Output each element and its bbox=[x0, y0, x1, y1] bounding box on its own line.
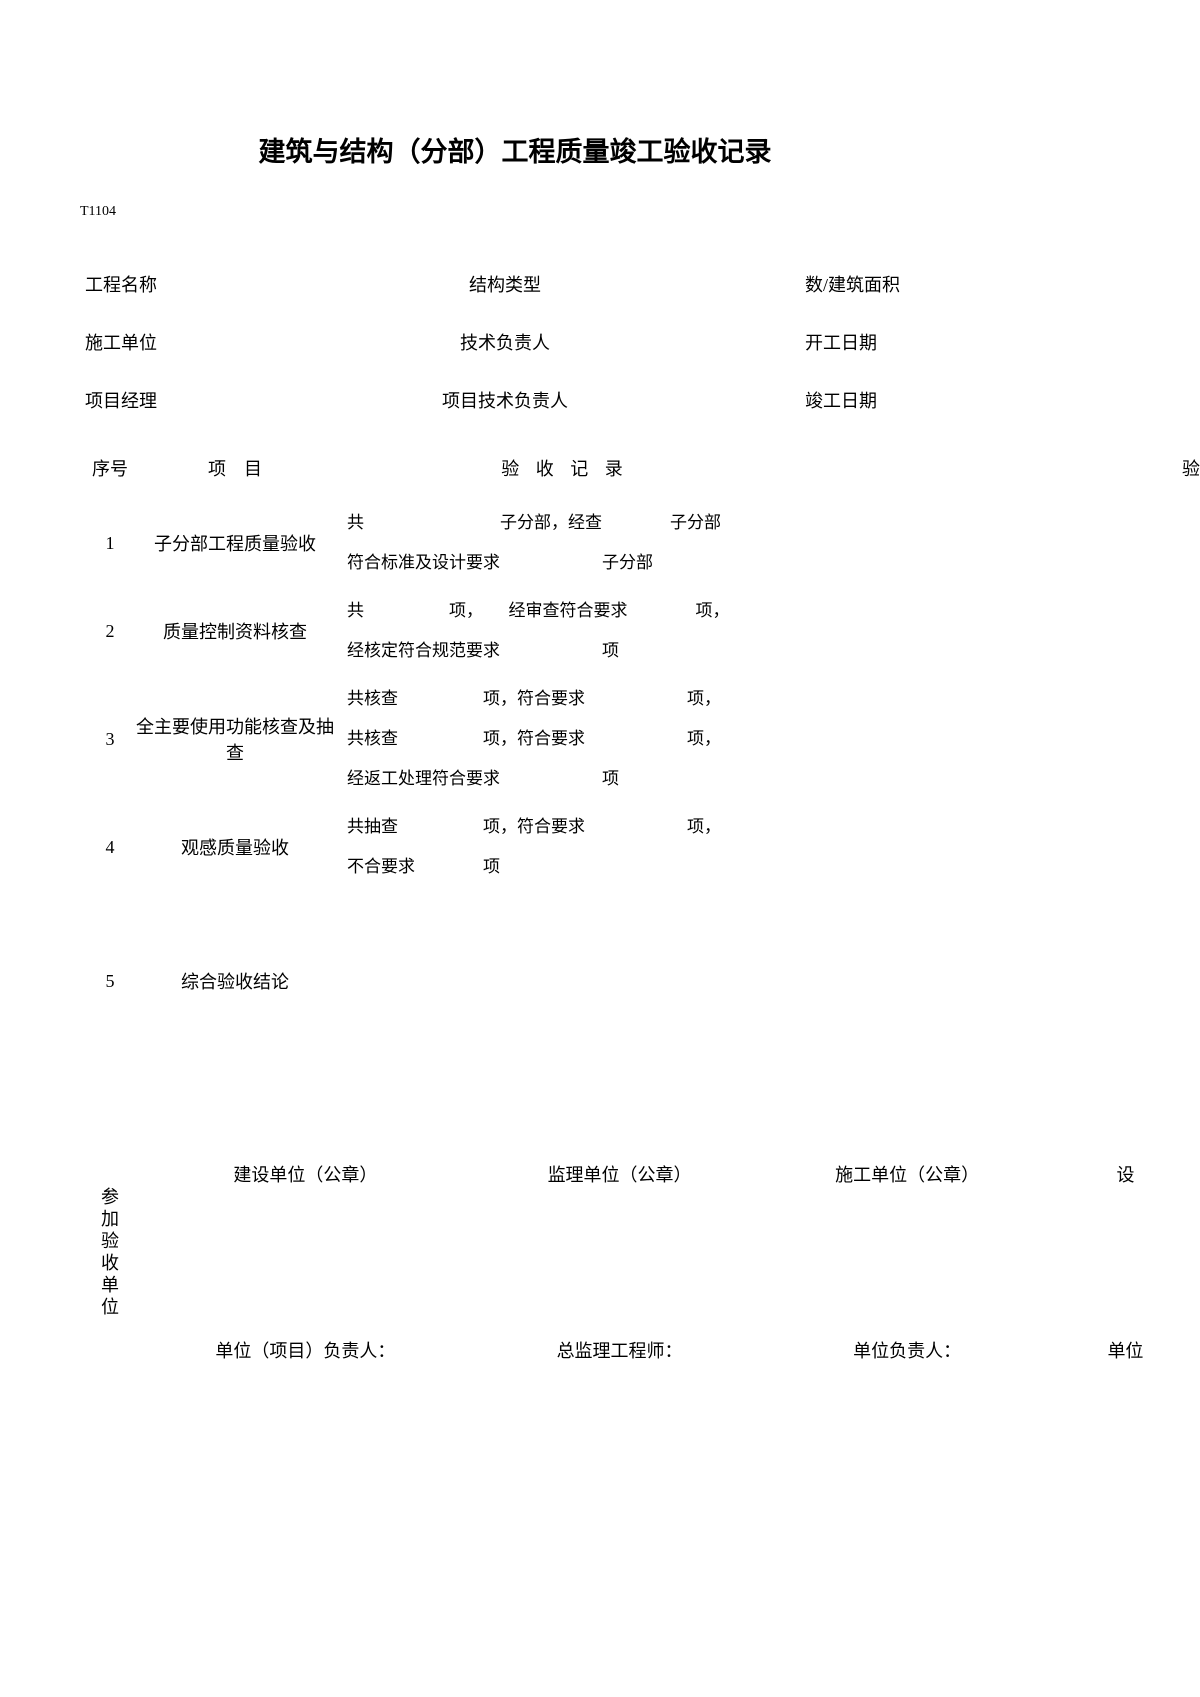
col-seq: 序号 bbox=[85, 437, 135, 499]
row2-line2: 经核定符合规范要求 项 bbox=[347, 631, 1200, 671]
signature-row-seals: 参加验收单位 建设单位（公章） 监理单位（公章） 施工单位（公章） 设 bbox=[85, 1071, 1200, 1337]
table-row: 4 观感质量验收 共抽查 项，符合要求 项， 不合要求 项 bbox=[85, 803, 1200, 891]
row2-line1: 共 项， 经审查符合要求 项， bbox=[347, 591, 1200, 631]
resp-supervision: 总监理工程师： bbox=[476, 1337, 764, 1363]
label-project-name: 工程名称 bbox=[85, 255, 185, 313]
seal-construction: 建设单位（公章） bbox=[135, 1161, 476, 1187]
table-row: 1 子分部工程质量验收 共 子分部，经查 子分部 符合标准及设计要求 子分部 bbox=[85, 499, 1200, 587]
col-record: 验 收 记 录 bbox=[335, 437, 795, 499]
row3-line2: 共核查 项，符合要求 项， bbox=[347, 719, 1200, 759]
label-proj-tech-lead: 项目技术负责人 bbox=[425, 371, 585, 429]
resp-construction: 单位（项目）负责人： bbox=[135, 1337, 476, 1363]
row1-line2: 符合标准及设计要求 子分部 bbox=[347, 543, 1200, 583]
row3-line1: 共核查 项，符合要求 项， bbox=[347, 679, 1200, 719]
label-contractor: 施工单位 bbox=[85, 313, 185, 371]
form-code: T1104 bbox=[80, 204, 1200, 220]
table-row: 5 综合验收结论 bbox=[85, 891, 1200, 1071]
table-row: 3 全主要使用功能核查及抽查 共核查 项，符合要求 项， 共核查 项，符合要求 … bbox=[85, 675, 1200, 803]
label-end-date: 竣工日期 bbox=[805, 371, 1200, 429]
signature-row-resp: 单位（项目）负责人： 总监理工程师： 单位负责人： 单位 bbox=[85, 1337, 1200, 1363]
row1-line1: 共 子分部，经查 子分部 bbox=[347, 503, 1200, 543]
resp-design: 单位 bbox=[1051, 1337, 1200, 1363]
page-title: 建筑与结构（分部）工程质量竣工验收记录 bbox=[0, 130, 1030, 169]
seal-contractor: 施工单位（公章） bbox=[763, 1161, 1051, 1187]
col-last: 验 bbox=[795, 437, 1200, 499]
col-item: 项 目 bbox=[135, 437, 335, 499]
row4-line1: 共抽查 项，符合要求 项， bbox=[347, 807, 1200, 847]
label-floors-area: 数/建筑面积 bbox=[805, 255, 1200, 313]
row3-line3: 经返工处理符合要求 项 bbox=[347, 759, 1200, 799]
label-start-date: 开工日期 bbox=[805, 313, 1200, 371]
seal-design: 设 bbox=[1051, 1161, 1200, 1187]
body-table: 序号 项 目 验 收 记 录 验 1 子分部工程质量验收 共 子分部，经查 子分… bbox=[85, 437, 1200, 1363]
vert-label: 参加验收单位 bbox=[85, 1071, 135, 1363]
resp-contractor: 单位负责人： bbox=[763, 1337, 1051, 1363]
label-tech-lead: 技术负责人 bbox=[425, 313, 585, 371]
seal-supervision: 监理单位（公章） bbox=[476, 1161, 764, 1187]
table-row: 2 质量控制资料核查 共 项， 经审查符合要求 项， 经核定符合规范要求 项 bbox=[85, 587, 1200, 675]
row4-line2: 不合要求 项 bbox=[347, 847, 1200, 887]
label-pm: 项目经理 bbox=[85, 371, 185, 429]
header-table: 工程名称 结构类型 数/建筑面积 施工单位 技术负责人 开工日期 项目经理 项目… bbox=[85, 255, 1200, 429]
label-structure-type: 结构类型 bbox=[425, 255, 585, 313]
